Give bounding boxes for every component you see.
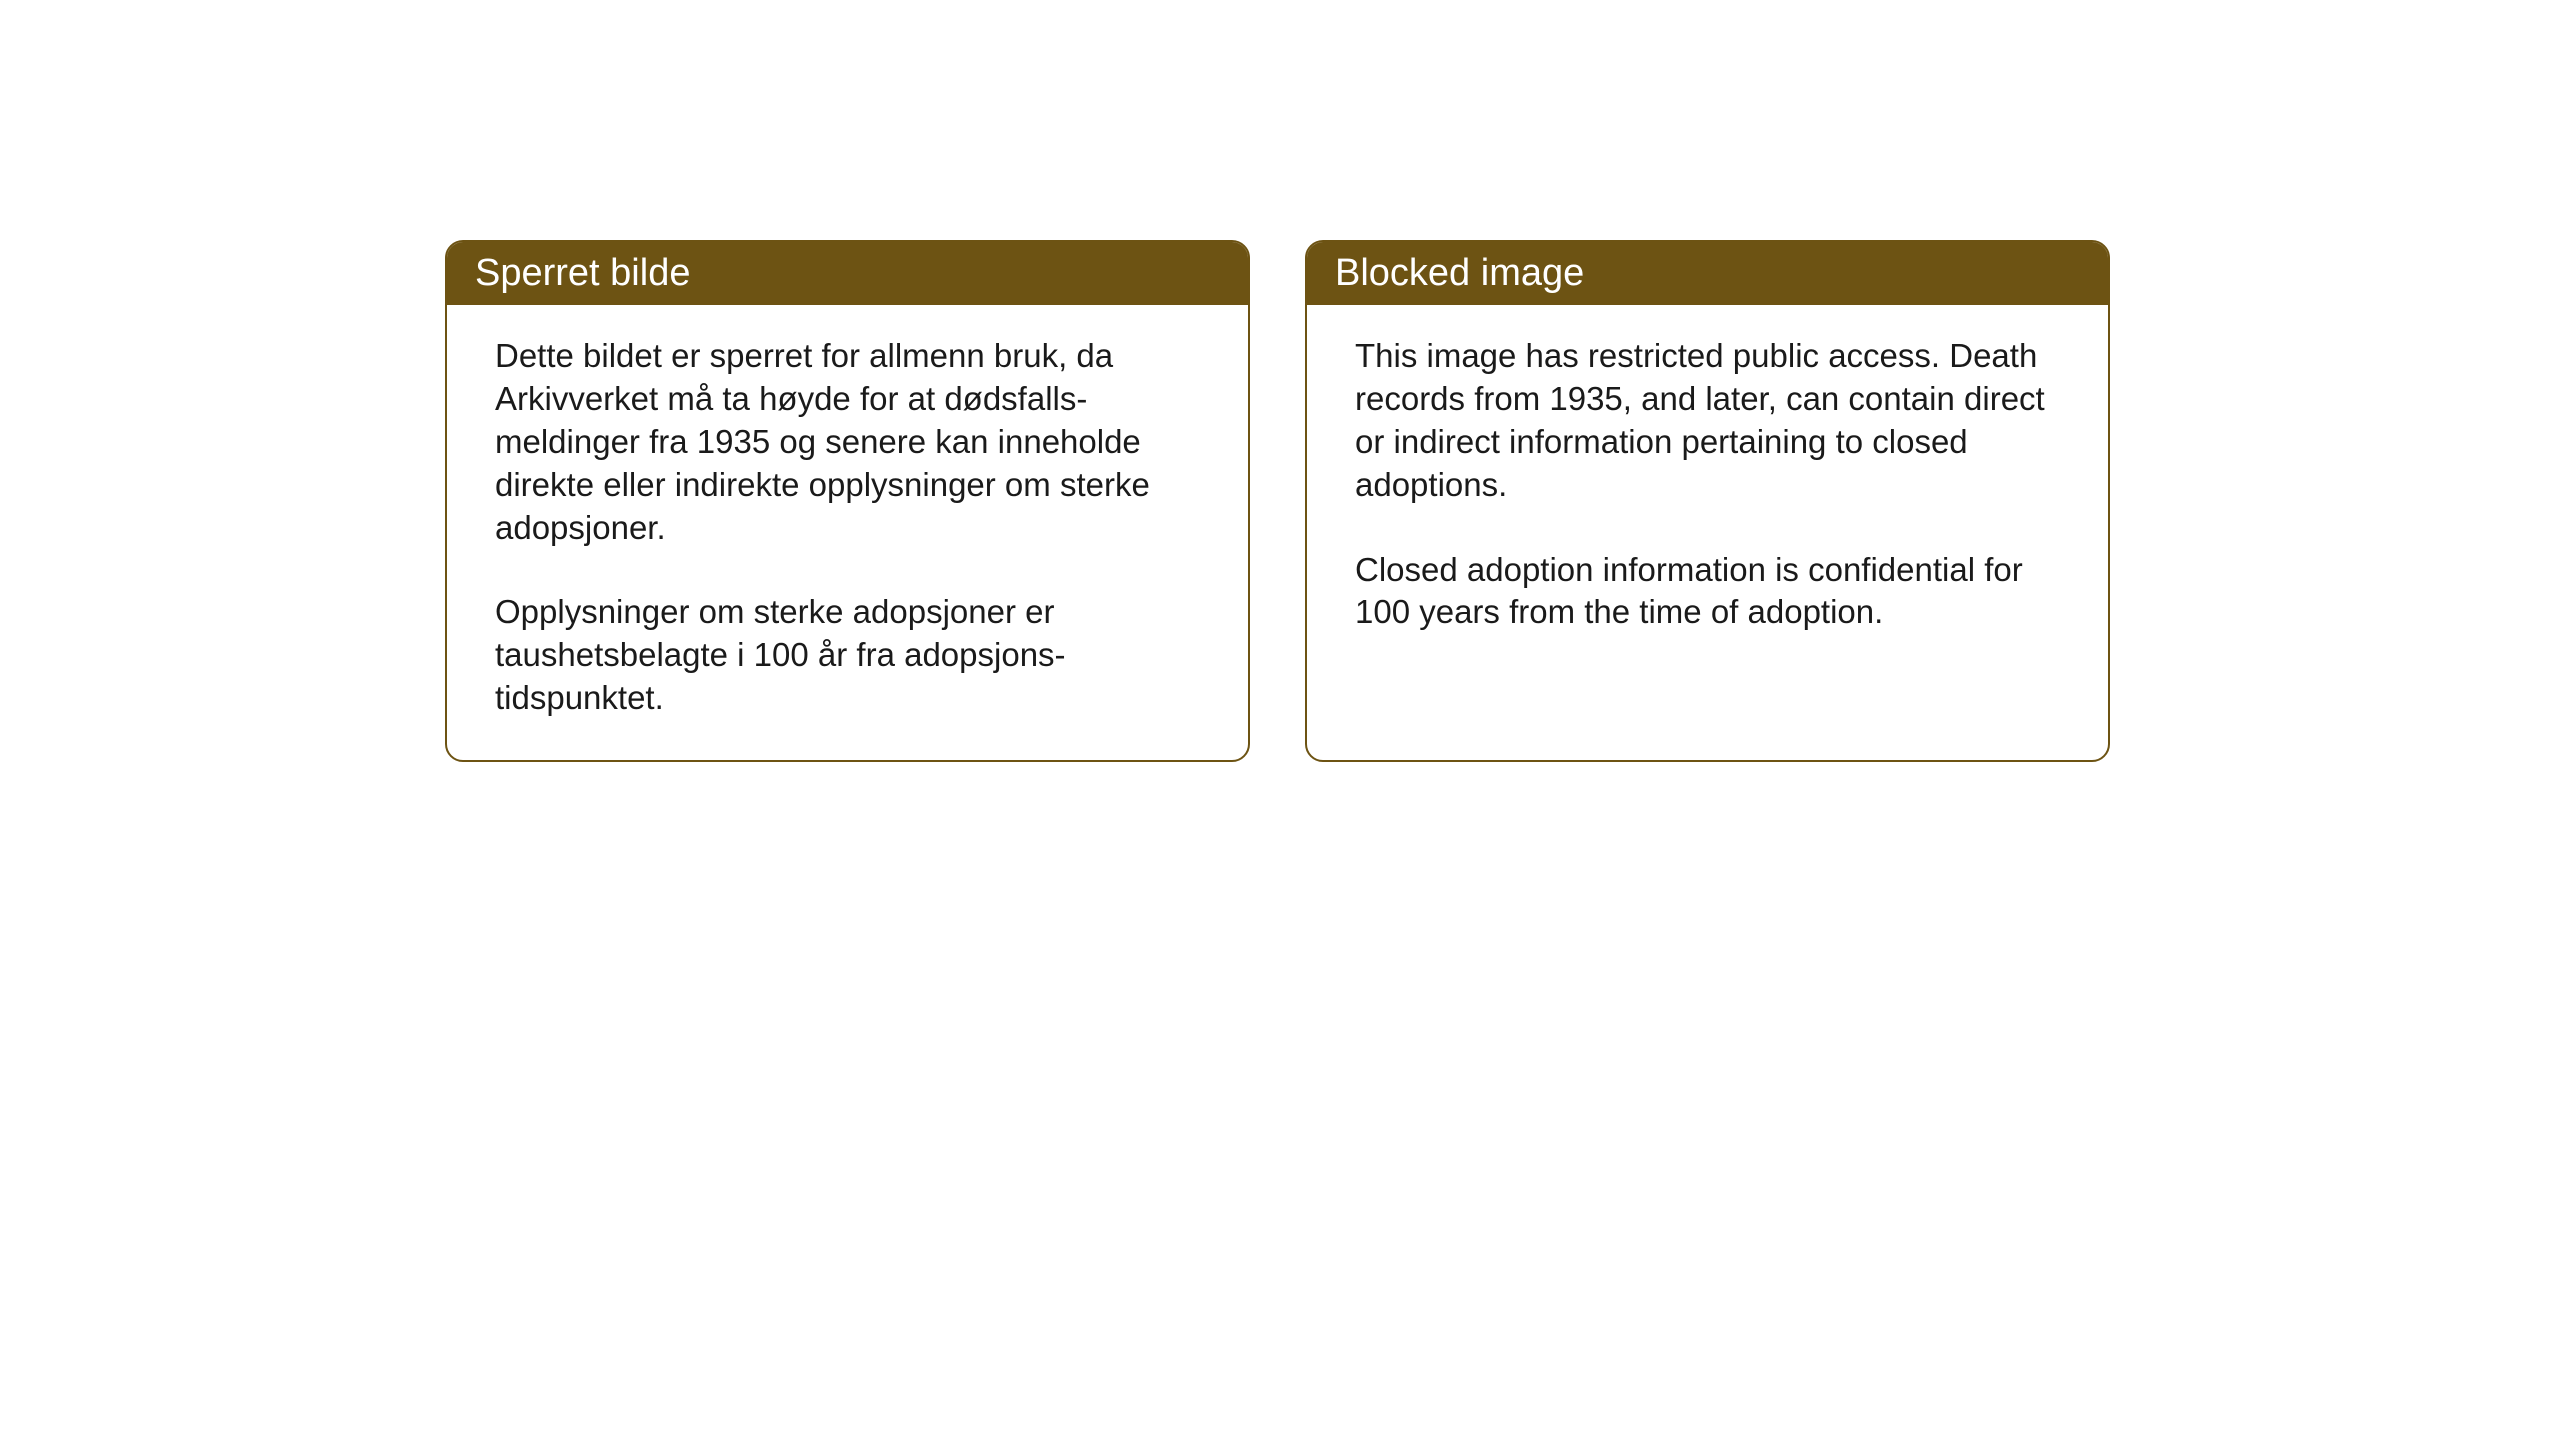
card-title-english: Blocked image [1335, 252, 1584, 294]
notice-card-english: Blocked image This image has restricted … [1305, 240, 2110, 762]
card-body-norwegian: Dette bildet er sperret for allmenn bruk… [447, 305, 1248, 760]
notice-container: Sperret bilde Dette bildet er sperret fo… [445, 240, 2560, 762]
notice-card-norwegian: Sperret bilde Dette bildet er sperret fo… [445, 240, 1250, 762]
card-header-norwegian: Sperret bilde [447, 242, 1248, 305]
card-header-english: Blocked image [1307, 242, 2108, 305]
card-title-norwegian: Sperret bilde [475, 252, 690, 294]
paragraph-2-english: Closed adoption information is confident… [1355, 549, 2068, 635]
paragraph-2-norwegian: Opplysninger om sterke adopsjoner er tau… [495, 591, 1208, 720]
card-body-english: This image has restricted public access.… [1307, 305, 2108, 750]
paragraph-1-norwegian: Dette bildet er sperret for allmenn bruk… [495, 335, 1208, 549]
paragraph-1-english: This image has restricted public access.… [1355, 335, 2068, 507]
